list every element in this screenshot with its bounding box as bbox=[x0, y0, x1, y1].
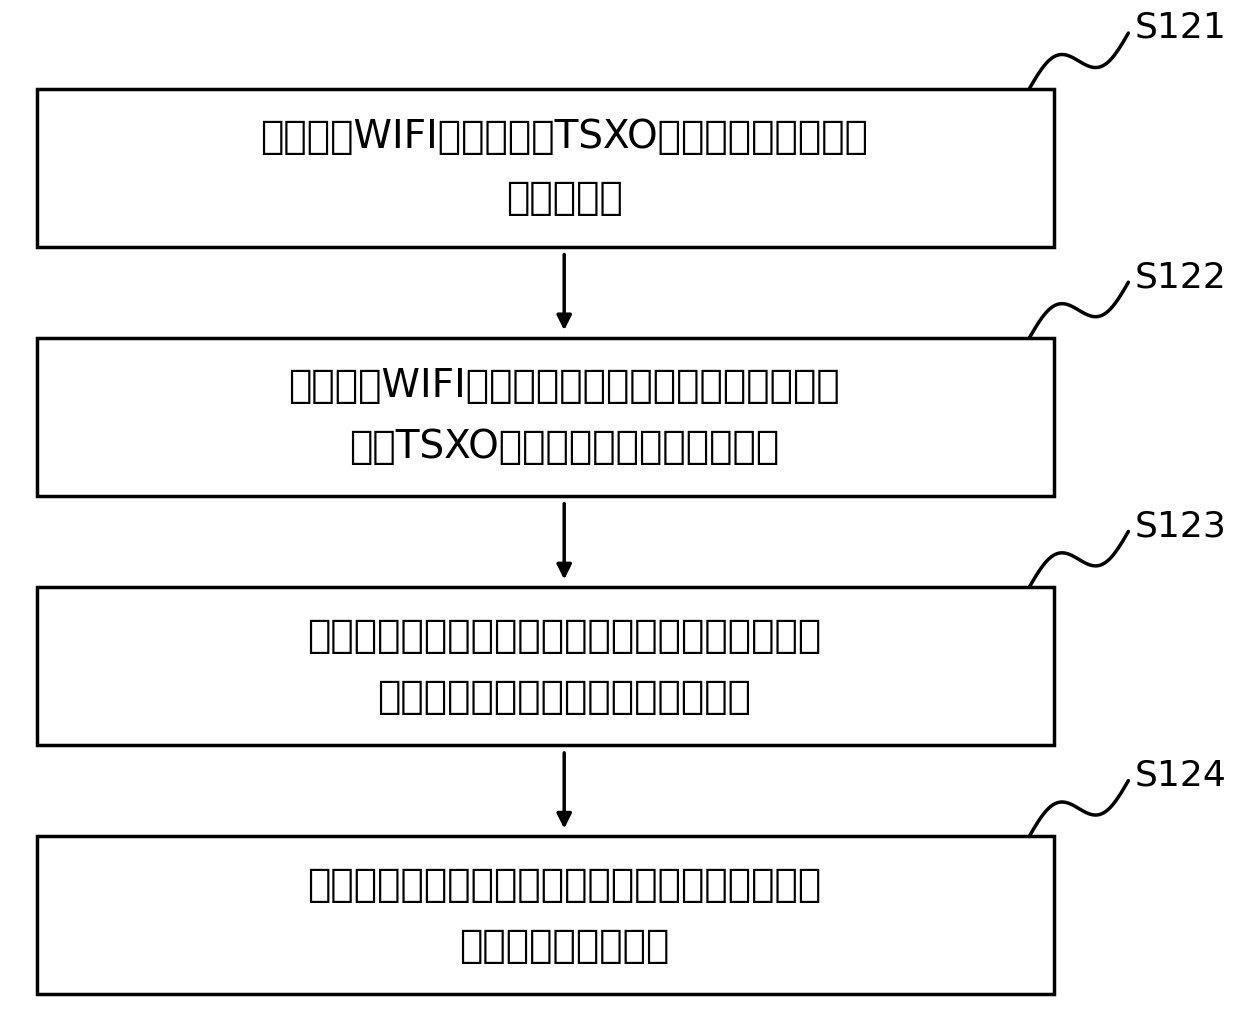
Bar bbox=[37, 89, 1054, 247]
Text: 少四个温度: 少四个温度 bbox=[506, 179, 622, 218]
Text: 偏存储到所述设备中: 偏存储到所述设备中 bbox=[459, 926, 670, 965]
Text: S124: S124 bbox=[1135, 759, 1226, 792]
Text: 通过所述WIFI模块发射所述至少四个温度中每一温: 通过所述WIFI模块发射所述至少四个温度中每一温 bbox=[289, 367, 839, 406]
Text: 度时TSXO的本振信号对应的检测信号: 度时TSXO的本振信号对应的检测信号 bbox=[350, 428, 779, 467]
Bar bbox=[37, 338, 1054, 496]
Text: 检测信号计算对应的本振信号的频偏: 检测信号计算对应的本振信号的频偏 bbox=[377, 677, 751, 716]
Text: S121: S121 bbox=[1135, 11, 1226, 45]
Text: S123: S123 bbox=[1135, 510, 1226, 543]
Text: 将所述至少四个温度和每一温度下的本振信号的频: 将所述至少四个温度和每一温度下的本振信号的频 bbox=[308, 865, 821, 904]
Text: S122: S122 bbox=[1135, 260, 1226, 294]
Bar bbox=[37, 587, 1054, 744]
Bar bbox=[37, 836, 1054, 995]
Text: 通过所述测试仪器接收各个检测信号，并根据各个: 通过所述测试仪器接收各个检测信号，并根据各个 bbox=[308, 616, 821, 655]
Text: 通过所述WIFI模块对所述TSXO进行升温，并采集至: 通过所述WIFI模块对所述TSXO进行升温，并采集至 bbox=[260, 118, 868, 157]
